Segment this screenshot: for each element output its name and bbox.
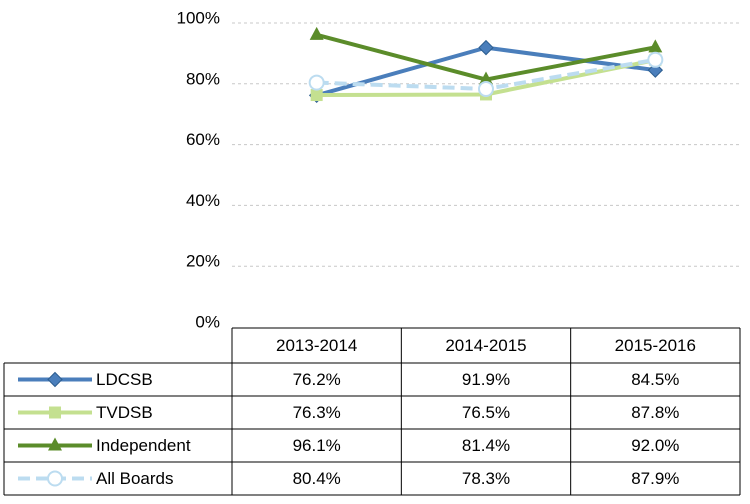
data-label: 81.4%: [462, 436, 510, 455]
x-tick-label: 2014-2015: [445, 336, 526, 355]
legend-marker: [48, 437, 62, 451]
x-tick-label: 2013-2014: [276, 336, 357, 355]
data-label: 76.5%: [462, 403, 510, 422]
point-marker: [479, 71, 493, 85]
point-marker: [478, 80, 494, 97]
point-marker: [310, 89, 323, 102]
y-tick-label: 100%: [177, 8, 220, 27]
legend-label: All Boards: [96, 469, 173, 488]
data-label: 76.2%: [293, 370, 341, 389]
legend-label: Independent: [96, 436, 191, 455]
point-marker: [648, 39, 663, 53]
y-tick-label: 20%: [186, 252, 220, 271]
data-label: 80.4%: [293, 469, 341, 488]
data-label: 87.9%: [631, 469, 679, 488]
legend-label: TVDSB: [96, 403, 153, 422]
y-tick-label: 0%: [195, 312, 220, 331]
data-label: 76.3%: [293, 403, 341, 422]
y-tick-label: 40%: [186, 191, 220, 210]
point-marker: [478, 39, 494, 56]
point-marker: [309, 26, 324, 40]
legend-marker: [49, 406, 61, 419]
data-label: 91.9%: [462, 370, 510, 389]
legend-marker: [47, 470, 63, 487]
data-label: 84.5%: [631, 370, 679, 389]
data-label: 78.3%: [462, 469, 510, 488]
data-label: 92.0%: [631, 436, 679, 455]
x-tick-label: 2015-2016: [615, 336, 696, 355]
point-marker: [647, 51, 664, 68]
point-marker: [308, 74, 325, 91]
legend-label: LDCSB: [96, 370, 153, 389]
data-label: 87.8%: [631, 403, 679, 422]
legend-marker: [47, 371, 63, 388]
y-tick-label: 80%: [186, 69, 220, 88]
y-tick-label: 60%: [186, 130, 220, 149]
data-label: 96.1%: [293, 436, 341, 455]
